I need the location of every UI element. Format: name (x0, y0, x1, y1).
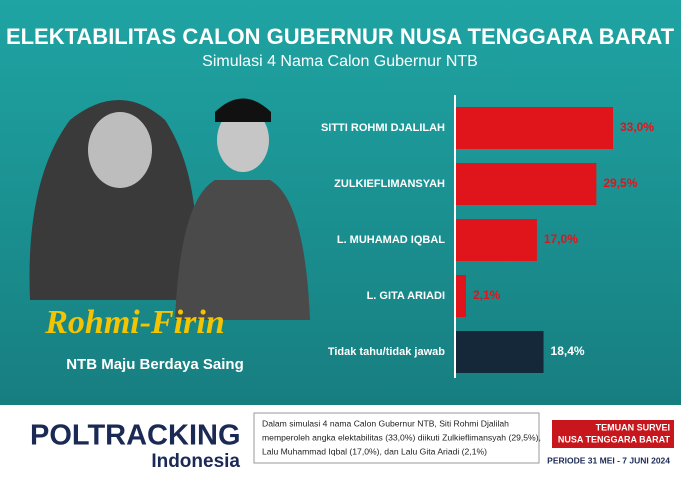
category-label: Tidak tahu/tidak jawab (328, 346, 445, 358)
badge-line: TEMUAN SURVEI (596, 422, 670, 432)
bar (456, 163, 597, 205)
category-label: ZULKIEFLIMANSYAH (334, 178, 445, 190)
bar (456, 275, 466, 317)
bar (456, 331, 544, 373)
chart-title: ELEKTABILITAS CALON GUBERNUR NUSA TENGGA… (6, 24, 675, 49)
description-line: memperoleh angka elektabilitas (33,0%) d… (262, 432, 541, 442)
value-label: 29,5% (603, 176, 637, 190)
bars: SITTI ROHMI DJALILAH 33,0% ZULKIEFLIMANSYA… (321, 107, 654, 373)
value-label: 18,4% (551, 344, 585, 358)
logo-subtitle: Indonesia (151, 451, 240, 472)
category-label: SITTI ROHMI DJALILAH (321, 122, 445, 134)
bar (456, 107, 613, 149)
description-box (253, 412, 540, 464)
candidate-name: Rohmi-Firin (44, 304, 225, 341)
logo: POLTRACKING (30, 420, 241, 452)
description-line: Dalam simulasi 4 nama Calon Gubernur NTB… (262, 418, 509, 428)
value-label: 17,0% (544, 232, 578, 246)
chart-subtitle: Simulasi 4 Nama Calon Gubernur NTB (202, 53, 478, 70)
period: PERIODE 31 MEI - 7 JUNI 2024 (547, 455, 670, 465)
badge (552, 420, 674, 448)
description-line: Lalu Muhammad Iqbal (17,0%), dan Lalu Gi… (262, 446, 487, 456)
badge-line: NUSA TENGGARA BARAT (558, 434, 671, 444)
value-label: 2,1% (473, 288, 501, 302)
category-label: L. MUHAMAD IQBAL (337, 234, 445, 246)
value-label: 33,0% (620, 120, 654, 134)
slogan: NTB Maju Berdaya Saing (66, 356, 244, 373)
category-label: L. GITA ARIADI (367, 290, 445, 302)
candidate-photos (29, 98, 310, 320)
bar (456, 219, 537, 261)
